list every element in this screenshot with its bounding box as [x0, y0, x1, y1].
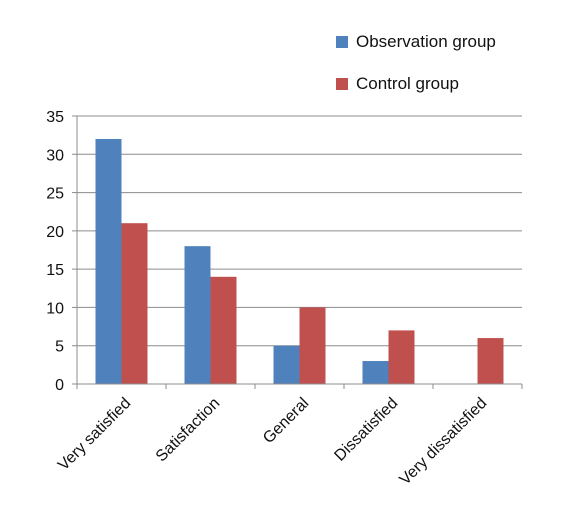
legend-swatch-observation [336, 36, 348, 48]
bar-control-4 [477, 338, 504, 384]
bar-control-0 [121, 223, 148, 384]
y-tick-label: 10 [46, 300, 64, 317]
bar-control-2 [299, 307, 326, 384]
legend-item-observation: Observation group [336, 32, 496, 52]
x-category-label: General [260, 395, 312, 447]
y-axis: 0 5 10 15 20 25 30 35 [46, 109, 78, 394]
x-axis: Very satisfied Satisfaction General Dissati… [55, 383, 523, 489]
y-tick-label: 25 [46, 186, 64, 203]
y-tick-label: 15 [46, 262, 64, 279]
bar-control-3 [388, 330, 415, 384]
legend-label-observation: Observation group [356, 32, 496, 51]
x-category-label: Satisfaction [153, 395, 224, 466]
x-category-label: Dissatisfied [331, 395, 401, 465]
legend-swatch-control [336, 78, 348, 90]
bar-observation-2 [273, 345, 300, 384]
chart-legend: Observation group Control group [336, 32, 496, 116]
y-tick-label: 30 [46, 147, 64, 164]
y-tick-label: 0 [55, 377, 64, 394]
bar-observation-0 [95, 138, 122, 384]
y-tick-label: 20 [46, 224, 64, 241]
y-tick-label: 5 [55, 339, 64, 356]
x-category-label: Very satisfied [55, 395, 134, 474]
bar-control-1 [210, 276, 237, 384]
legend-label-control: Control group [356, 74, 460, 93]
gridlines [77, 115, 522, 347]
bar-observation-3 [362, 361, 389, 384]
x-category-label: Very dissatisfied [397, 395, 491, 489]
legend-item-control: Control group [336, 74, 496, 94]
y-tick-label: 35 [46, 109, 64, 126]
bars [95, 138, 504, 384]
bar-observation-1 [184, 246, 211, 384]
